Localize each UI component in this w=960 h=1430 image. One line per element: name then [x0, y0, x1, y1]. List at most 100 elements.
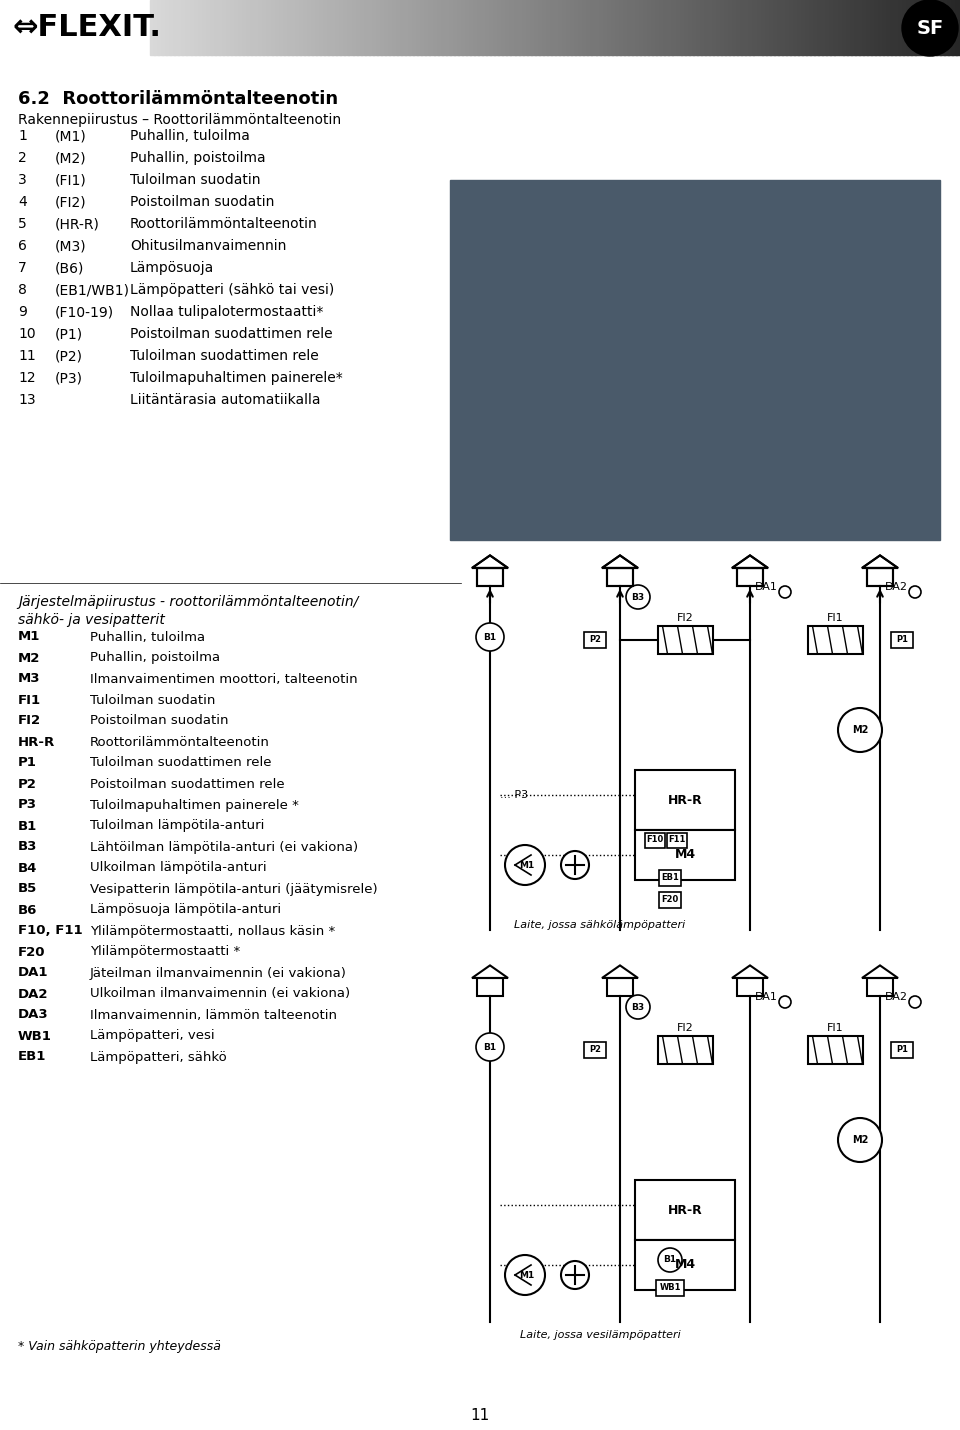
Bar — [624, 0, 629, 54]
Bar — [588, 0, 592, 54]
Bar — [648, 0, 653, 54]
Circle shape — [561, 851, 589, 879]
Bar — [911, 0, 917, 54]
Bar — [806, 0, 811, 54]
Circle shape — [658, 1248, 682, 1273]
Circle shape — [838, 1118, 882, 1163]
Bar — [693, 0, 698, 54]
Bar — [477, 978, 503, 997]
Text: HR-R: HR-R — [667, 1204, 703, 1217]
Bar — [615, 0, 621, 54]
Text: HR-R: HR-R — [18, 735, 56, 748]
Text: P2: P2 — [589, 635, 601, 645]
Text: Rakennepiirustus – Roottorilämmöntalteenotin: Rakennepiirustus – Roottorilämmöntalteen… — [18, 113, 341, 127]
Text: M1: M1 — [519, 861, 535, 869]
Circle shape — [476, 623, 504, 651]
Text: M2: M2 — [18, 652, 40, 665]
Bar — [348, 0, 353, 54]
Text: Lämpösuoja lämpötila-anturi: Lämpösuoja lämpötila-anturi — [90, 904, 281, 917]
Bar — [252, 0, 256, 54]
Text: Poistoilman suodattimen rele: Poistoilman suodattimen rele — [130, 327, 332, 340]
Bar — [206, 0, 212, 54]
Bar — [916, 0, 921, 54]
Text: Ulkoilman ilmanvaimennin (ei vakiona): Ulkoilman ilmanvaimennin (ei vakiona) — [90, 988, 350, 1001]
Circle shape — [626, 585, 650, 609]
Bar — [944, 0, 948, 54]
Bar — [555, 0, 560, 54]
Text: Poistoilman suodattimen rele: Poistoilman suodattimen rele — [90, 778, 284, 791]
Bar — [515, 0, 519, 54]
Bar — [328, 0, 333, 54]
Circle shape — [838, 708, 882, 752]
Text: (P1): (P1) — [55, 327, 84, 340]
Text: Puhallin, tuloilma: Puhallin, tuloilma — [130, 129, 250, 143]
Bar — [664, 0, 669, 54]
Bar — [657, 0, 661, 54]
Bar — [750, 0, 755, 54]
Circle shape — [505, 1256, 545, 1296]
Text: P2: P2 — [589, 1045, 601, 1054]
Text: 9: 9 — [18, 305, 27, 319]
Text: P3: P3 — [18, 798, 37, 811]
Bar — [405, 0, 410, 54]
Text: Poistoilman suodatin: Poistoilman suodatin — [90, 715, 228, 728]
Bar — [449, 0, 455, 54]
Text: Tuloilman suodatin: Tuloilman suodatin — [130, 173, 260, 187]
Text: DA2: DA2 — [18, 988, 49, 1001]
Bar — [636, 0, 641, 54]
Bar — [757, 0, 762, 54]
Bar — [425, 0, 430, 54]
Bar — [477, 568, 503, 586]
Bar — [219, 0, 224, 54]
Text: FI1: FI1 — [827, 613, 843, 623]
Text: Roottorilämmöntalteenotin: Roottorilämmöntalteenotin — [90, 735, 270, 748]
Text: Ilmanvaimennin, lämmön talteenotin: Ilmanvaimennin, lämmön talteenotin — [90, 1008, 337, 1021]
Bar — [462, 0, 467, 54]
Bar — [628, 0, 633, 54]
Bar — [868, 568, 893, 586]
Bar — [276, 0, 280, 54]
Text: Lämpöpatteri (sähkö tai vesi): Lämpöpatteri (sähkö tai vesi) — [130, 283, 334, 297]
Bar — [645, 832, 665, 848]
Text: (M2): (M2) — [55, 152, 86, 164]
Bar — [868, 568, 893, 586]
Bar — [827, 0, 831, 54]
Bar — [199, 0, 204, 54]
Text: FI2: FI2 — [677, 1022, 693, 1032]
Text: B6: B6 — [18, 904, 37, 917]
Text: 3: 3 — [18, 173, 27, 187]
Bar — [413, 0, 419, 54]
Bar — [891, 632, 913, 648]
Bar — [175, 0, 180, 54]
Bar — [883, 0, 888, 54]
Text: M3: M3 — [18, 672, 40, 685]
Circle shape — [505, 845, 545, 885]
Circle shape — [561, 1261, 589, 1288]
Bar — [652, 0, 658, 54]
Bar — [818, 0, 824, 54]
Bar — [385, 0, 390, 54]
Text: (EB1/WB1): (EB1/WB1) — [55, 283, 130, 297]
Bar — [304, 0, 309, 54]
Bar — [372, 0, 378, 54]
Bar — [401, 0, 406, 54]
Bar — [920, 0, 924, 54]
Bar — [567, 0, 572, 54]
Text: FI2: FI2 — [677, 613, 693, 623]
Text: Lämpöpatteri, vesi: Lämpöpatteri, vesi — [90, 1030, 215, 1042]
Bar — [595, 0, 601, 54]
Bar — [708, 0, 714, 54]
Bar — [409, 0, 415, 54]
Bar — [697, 0, 702, 54]
Text: ⇔FLEXIT.: ⇔FLEXIT. — [12, 13, 161, 43]
Text: F10: F10 — [646, 835, 663, 845]
Bar — [498, 0, 503, 54]
Text: B3: B3 — [18, 841, 37, 854]
Bar — [770, 0, 775, 54]
Circle shape — [476, 1032, 504, 1061]
Text: B5: B5 — [18, 882, 37, 895]
Bar — [830, 0, 835, 54]
Bar — [608, 568, 633, 586]
Bar — [421, 0, 426, 54]
Text: 7: 7 — [18, 262, 27, 275]
